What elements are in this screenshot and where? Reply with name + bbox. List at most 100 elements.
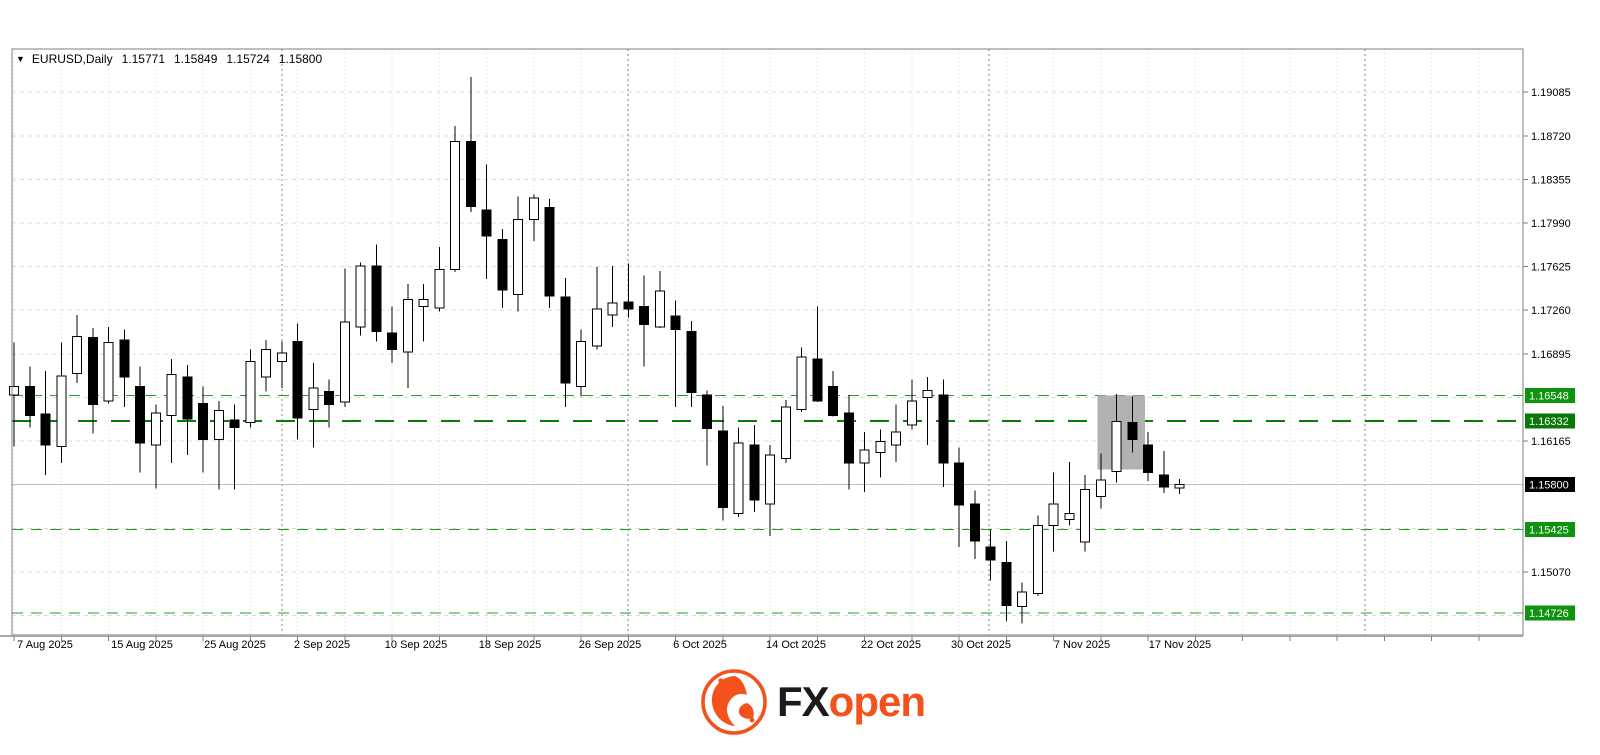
- candle: [765, 445, 775, 537]
- candle: [670, 300, 681, 408]
- candle-body-bull: [1032, 524, 1043, 594]
- brand-text-open: open: [828, 678, 926, 725]
- candle: [119, 329, 130, 408]
- candle-body-bull: [607, 302, 618, 316]
- candle-body-bear: [560, 296, 571, 384]
- candle: [276, 341, 287, 388]
- candle-body-bull: [733, 442, 744, 514]
- candle: [749, 424, 760, 513]
- price-tick-label: 1.15070: [1531, 567, 1571, 579]
- candle: [182, 365, 193, 455]
- chart-header: ▼ EURUSD,Daily 1.15771 1.15849 1.15724 1.1580…: [16, 52, 331, 66]
- candle: [938, 379, 949, 488]
- candle-body-bull: [528, 197, 539, 220]
- candle: [1174, 478, 1185, 494]
- date-tick-label: 30 Oct 2025: [951, 639, 1011, 651]
- price-tick-label: 1.17990: [1531, 218, 1571, 230]
- candle-body-bull: [796, 356, 807, 410]
- level-price-label-text: 1.16548: [1529, 390, 1569, 402]
- candle-body-bull: [418, 298, 429, 308]
- candle-body-bull: [576, 340, 586, 388]
- date-tick-label: 14 Oct 2025: [766, 639, 826, 651]
- candle-body-bull: [1080, 488, 1090, 543]
- date-tick-label: 6 Oct 2025: [673, 639, 727, 651]
- candle: [402, 283, 413, 388]
- candle-body-bear: [1143, 444, 1153, 474]
- candle: [654, 270, 665, 329]
- candle-body-bear: [371, 265, 382, 333]
- candle-body-bull: [355, 265, 366, 328]
- candle: [1032, 515, 1043, 596]
- candle-body-bear: [749, 444, 760, 501]
- candle: [387, 306, 397, 363]
- price-tick-label: 1.16895: [1531, 349, 1571, 361]
- candle: [150, 404, 161, 489]
- brand-emblem-icon: [701, 669, 767, 735]
- candle: [9, 342, 19, 447]
- candle-body-bull: [891, 431, 901, 446]
- level-price-label-text: 1.14726: [1529, 608, 1569, 620]
- current-price-label: [1525, 477, 1575, 493]
- candle-body-bear: [1001, 561, 1012, 606]
- candle: [812, 306, 823, 403]
- candle: [859, 432, 870, 492]
- candle-body-bull: [56, 375, 67, 447]
- candle-body-bull: [402, 298, 413, 353]
- candle: [308, 362, 319, 448]
- candle: [1127, 396, 1138, 453]
- candle: [576, 329, 586, 397]
- candle-body-bear: [969, 503, 980, 542]
- date-tick-label: 2 Sep 2025: [294, 639, 350, 651]
- current-price-label-text: 1.15800: [1529, 480, 1569, 492]
- candle: [513, 196, 523, 312]
- candle-body-bear: [544, 206, 555, 297]
- candle: [24, 366, 35, 428]
- candle: [969, 490, 980, 559]
- candle: [796, 347, 807, 412]
- level-price-label: [1525, 605, 1575, 621]
- candle-body-bull: [922, 389, 933, 398]
- candle-body-bear: [812, 358, 823, 402]
- candle-body-bull: [591, 308, 602, 347]
- symbol-dropdown-icon[interactable]: ▼: [16, 54, 25, 64]
- level-price-label-text: 1.16332: [1529, 416, 1569, 428]
- candle-body-bear: [639, 306, 649, 326]
- candle-body-bear: [292, 340, 303, 419]
- candle: [1017, 582, 1027, 624]
- brand-logo[interactable]: FXopen: [700, 664, 926, 740]
- symbol-period-label: EURUSD,Daily: [31, 52, 113, 66]
- candle: [339, 268, 350, 408]
- candle-body-bull: [103, 341, 114, 402]
- candle-body-bear: [985, 546, 996, 561]
- candle: [135, 366, 145, 473]
- candle-body-bull: [859, 449, 870, 464]
- candle-body-bear: [828, 386, 838, 416]
- candle-body-bull: [450, 141, 460, 271]
- date-tick-label: 7 Aug 2025: [17, 639, 73, 651]
- candle-body-bull: [434, 269, 445, 309]
- ohlc-high-value: 1.15849: [174, 52, 218, 66]
- candle: [497, 228, 508, 308]
- date-tick-label: 7 Nov 2025: [1054, 639, 1110, 651]
- date-tick-label: 15 Aug 2025: [111, 639, 173, 651]
- candle: [623, 263, 634, 318]
- candle: [166, 359, 177, 464]
- candle: [639, 275, 649, 367]
- candle: [1080, 475, 1090, 552]
- candle: [434, 246, 445, 312]
- price-tick-label: 1.18720: [1531, 131, 1571, 143]
- price-tick-label: 1.17625: [1531, 262, 1571, 274]
- candle: [87, 328, 98, 434]
- candle: [686, 320, 697, 408]
- candle-body-bear: [954, 462, 964, 506]
- date-tick-label: 18 Sep 2025: [479, 639, 541, 651]
- candle: [450, 126, 460, 272]
- candle: [213, 401, 224, 490]
- candle: [922, 377, 933, 446]
- price-tick-label: 1.17260: [1531, 305, 1571, 317]
- candle: [261, 340, 271, 392]
- candle-body-bull: [276, 352, 287, 363]
- candle-body-bear: [24, 386, 35, 416]
- candle: [103, 326, 114, 404]
